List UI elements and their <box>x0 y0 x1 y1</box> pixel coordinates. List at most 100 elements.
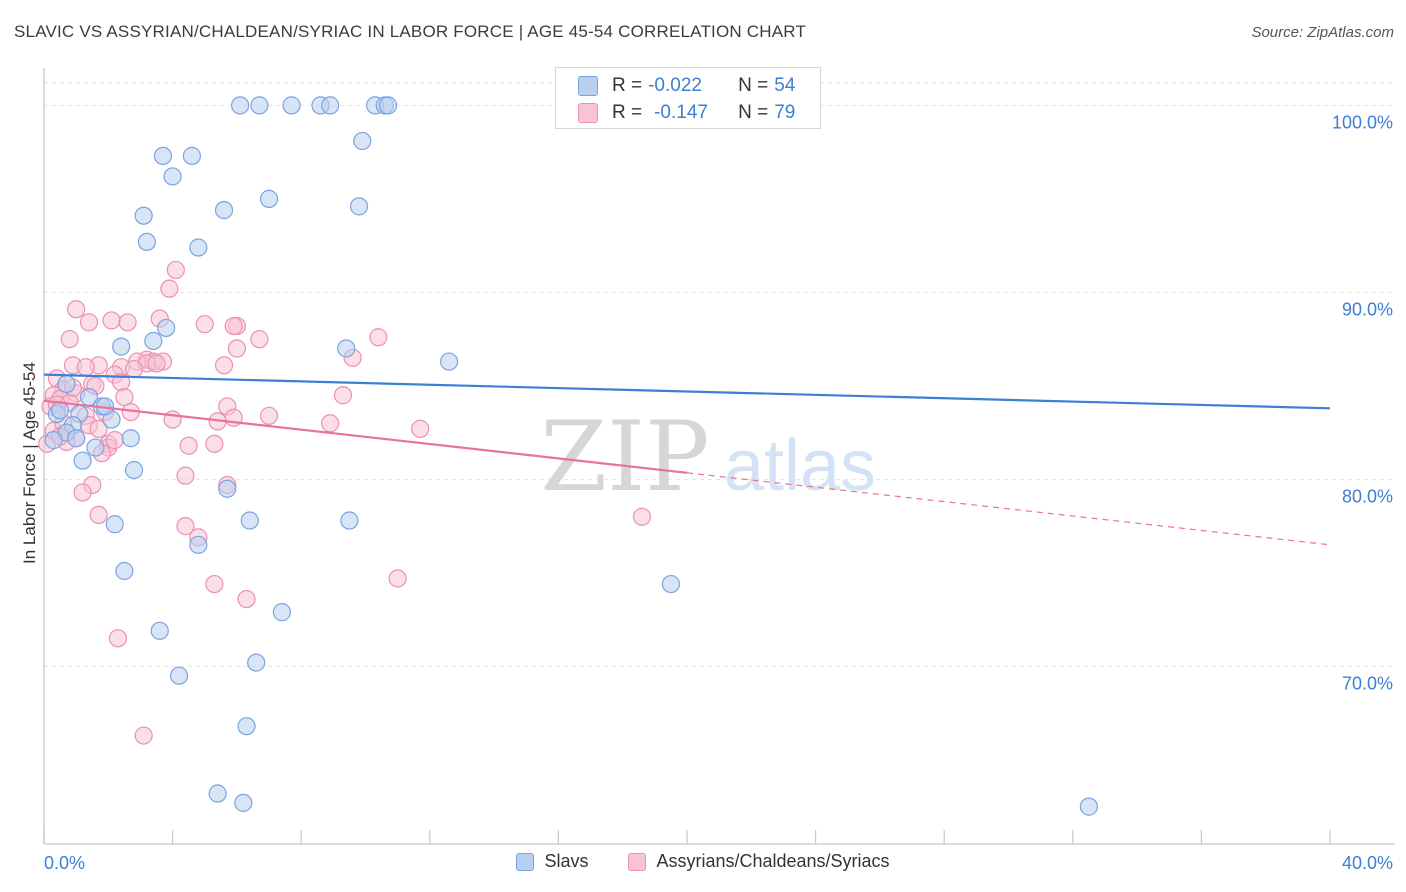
slavs-point[interactable] <box>189 535 208 554</box>
assyrians-point[interactable] <box>108 629 128 648</box>
slavs-point[interactable] <box>661 574 681 594</box>
slavs-point[interactable] <box>259 189 279 208</box>
n-value-slavs: 54 <box>774 75 796 96</box>
slavs-point[interactable] <box>157 318 176 338</box>
slavs-point[interactable] <box>321 96 340 115</box>
n-label: N = <box>738 102 769 123</box>
legend-label-slavs: Slavs <box>544 851 589 871</box>
stats-row-assyrians: R = -0.147 N = 79 <box>578 100 795 126</box>
slavs-point[interactable] <box>124 460 144 480</box>
slavs-point[interactable] <box>231 96 250 115</box>
assyrians-point[interactable] <box>118 313 137 332</box>
slavs-point[interactable] <box>1079 797 1098 816</box>
source-label: Source: ZipAtlas.com <box>1251 24 1394 41</box>
assyrians-point[interactable] <box>205 574 224 594</box>
assyrians-point[interactable] <box>214 356 234 375</box>
slavs-point[interactable] <box>340 511 359 530</box>
slavs-point[interactable] <box>337 339 356 358</box>
slavs-point[interactable] <box>115 561 134 581</box>
watermark-zip: ZIP <box>540 401 709 513</box>
slavs-point[interactable] <box>86 438 105 457</box>
r-value-slavs: -0.022 <box>648 75 702 96</box>
slavs-point[interactable] <box>272 603 292 622</box>
assyrians-point[interactable] <box>227 339 246 358</box>
slavs-point[interactable] <box>353 131 372 151</box>
slavs-point[interactable] <box>214 201 234 220</box>
assyrians-point[interactable] <box>102 311 121 330</box>
assyrians-point[interactable] <box>147 354 166 373</box>
assyrians-point[interactable] <box>105 431 124 450</box>
slavs-point[interactable] <box>218 479 237 498</box>
slavs-point[interactable] <box>121 429 140 448</box>
trend-line-assyrians <box>43 399 688 474</box>
slavs-point[interactable] <box>182 146 201 165</box>
legend-swatch-assyrians <box>628 852 647 871</box>
n-value-assyrians: 79 <box>774 102 796 123</box>
assyrians-point[interactable] <box>333 386 353 405</box>
slavs-point[interactable] <box>112 337 131 356</box>
gridlines <box>44 82 1395 667</box>
slavs-point[interactable] <box>73 451 92 470</box>
assyrians-point[interactable] <box>224 316 243 336</box>
stats-row-slavs: R = -0.022 N = 54 <box>578 73 795 99</box>
slavs-point[interactable] <box>234 793 253 812</box>
slavs-point[interactable] <box>378 96 398 115</box>
assyrians-point[interactable] <box>195 315 214 334</box>
r-value-assyrians: -0.147 <box>654 102 708 123</box>
slavs-point[interactable] <box>163 167 182 186</box>
legend-item-slavs[interactable]: Slavs <box>516 851 588 872</box>
y-tick-labels: 70.0% 80.0% 90.0% 100.0% <box>1332 112 1393 693</box>
assyrians-point[interactable] <box>89 419 108 438</box>
slavs-point[interactable] <box>137 232 156 251</box>
assyrians-point[interactable] <box>205 434 224 453</box>
assyrians-point[interactable] <box>259 406 279 425</box>
assyrians-point[interactable] <box>73 483 92 502</box>
slavs-point[interactable] <box>150 621 169 640</box>
slavs-point[interactable] <box>144 331 163 351</box>
trend-line-slavs <box>43 373 1331 410</box>
assyrians-point[interactable] <box>134 726 153 745</box>
assyrians-point[interactable] <box>632 507 652 526</box>
n-label: N = <box>738 75 769 96</box>
slavs-point[interactable] <box>134 206 153 225</box>
slavs-point[interactable] <box>189 238 208 257</box>
assyrians-point[interactable] <box>369 328 388 347</box>
slavs-point[interactable] <box>240 511 259 530</box>
slavs-point[interactable] <box>282 96 301 115</box>
assyrians-point[interactable] <box>60 330 79 349</box>
bottom-legend: Slavs Assyrians/Chaldeans/Syriacs <box>0 851 1406 872</box>
slavs-point[interactable] <box>237 717 256 736</box>
watermark: ZIP atlas <box>540 401 876 513</box>
assyrians-point[interactable] <box>250 330 269 349</box>
assyrians-point[interactable] <box>166 260 185 280</box>
assyrians-point[interactable] <box>179 436 198 455</box>
assyrians-point[interactable] <box>89 505 108 525</box>
x-tick-labels: 0.0% 40.0% <box>44 853 1393 873</box>
assyrians-point[interactable] <box>321 414 340 433</box>
assyrians-point[interactable] <box>160 279 179 298</box>
assyrians-point[interactable] <box>176 466 195 485</box>
slavs-point[interactable] <box>169 666 189 685</box>
assyrians-point[interactable] <box>237 589 256 609</box>
slavs-point[interactable] <box>44 431 63 450</box>
slavs-point[interactable] <box>67 429 86 448</box>
slavs-point[interactable] <box>208 784 227 803</box>
legend-item-assyrians[interactable]: Assyrians/Chaldeans/Syriacs <box>628 851 890 872</box>
slavs-point[interactable] <box>57 374 76 394</box>
slavs-point[interactable] <box>105 515 124 534</box>
y-tick-label: 90.0% <box>1342 299 1393 319</box>
assyrians-point[interactable] <box>411 419 430 438</box>
slavs-point[interactable] <box>247 653 266 672</box>
assyrians-point[interactable] <box>388 569 407 588</box>
slavs-point[interactable] <box>153 146 173 165</box>
slavs-point[interactable] <box>439 352 459 371</box>
slavs-point[interactable] <box>250 96 269 115</box>
assyrians-point[interactable] <box>176 517 195 536</box>
assyrians-point[interactable] <box>79 313 99 332</box>
assyrians-point[interactable] <box>67 300 86 319</box>
assyrians-point[interactable] <box>115 387 134 407</box>
assyrians-point[interactable] <box>124 359 144 379</box>
slavs-point[interactable] <box>349 197 369 216</box>
assyrians-point[interactable] <box>76 358 95 377</box>
